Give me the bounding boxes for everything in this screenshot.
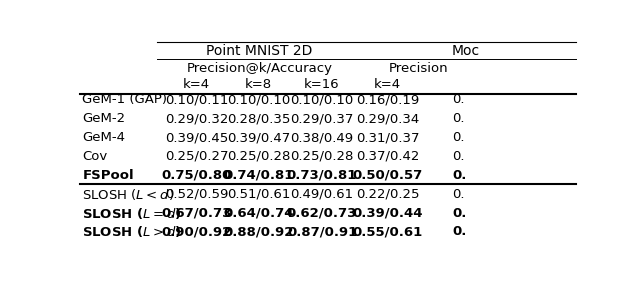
- Text: 0.90/0.92: 0.90/0.92: [161, 225, 232, 238]
- Text: k=16: k=16: [304, 78, 340, 91]
- Text: 0.29/0.34: 0.29/0.34: [356, 112, 419, 125]
- Text: 0.29/0.37: 0.29/0.37: [291, 112, 354, 125]
- Text: 0.25/0.28: 0.25/0.28: [291, 150, 354, 163]
- Text: Point MNIST 2D: Point MNIST 2D: [206, 44, 312, 58]
- Text: SLOSH ($L > d$): SLOSH ($L > d$): [83, 225, 182, 240]
- Text: 0.55/0.61: 0.55/0.61: [353, 225, 422, 238]
- Text: 0.: 0.: [452, 225, 467, 238]
- Text: 0.29/0.32: 0.29/0.32: [165, 112, 228, 125]
- Text: 0.10/0.10: 0.10/0.10: [227, 93, 290, 106]
- Text: 0.: 0.: [452, 131, 465, 144]
- Text: k=4: k=4: [374, 78, 401, 91]
- Text: 0.73/0.81: 0.73/0.81: [287, 169, 357, 182]
- Text: 0.10/0.10: 0.10/0.10: [291, 93, 354, 106]
- Text: 0.39/0.47: 0.39/0.47: [227, 131, 290, 144]
- Text: Precision@k/Accuracy: Precision@k/Accuracy: [186, 62, 332, 75]
- Text: 0.38/0.49: 0.38/0.49: [291, 131, 354, 144]
- Text: 0.49/0.61: 0.49/0.61: [291, 188, 354, 201]
- Text: 0.22/0.25: 0.22/0.25: [356, 188, 419, 201]
- Text: 0.62/0.73: 0.62/0.73: [287, 207, 357, 220]
- Text: 0.: 0.: [452, 112, 465, 125]
- Text: GeM-4: GeM-4: [83, 131, 125, 144]
- Text: FSPool: FSPool: [83, 169, 134, 182]
- Text: 0.37/0.42: 0.37/0.42: [356, 150, 419, 163]
- Text: 0.31/0.37: 0.31/0.37: [356, 131, 419, 144]
- Text: GeM-2: GeM-2: [83, 112, 125, 125]
- Text: 0.25/0.28: 0.25/0.28: [227, 150, 291, 163]
- Text: Cov: Cov: [83, 150, 108, 163]
- Text: 0.25/0.27: 0.25/0.27: [165, 150, 228, 163]
- Text: 0.: 0.: [452, 207, 467, 220]
- Text: SLOSH ($L = d$): SLOSH ($L = d$): [83, 206, 182, 220]
- Text: 0.: 0.: [452, 188, 465, 201]
- Text: 0.39/0.45: 0.39/0.45: [165, 131, 228, 144]
- Text: 0.: 0.: [452, 93, 465, 106]
- Text: 0.10/0.11: 0.10/0.11: [165, 93, 228, 106]
- Text: 0.87/0.91: 0.87/0.91: [287, 225, 357, 238]
- Text: SLOSH ($L < d$): SLOSH ($L < d$): [83, 187, 175, 202]
- Text: 0.: 0.: [452, 150, 465, 163]
- Text: GeM-1 (GAP): GeM-1 (GAP): [83, 93, 168, 106]
- Text: 0.74/0.81: 0.74/0.81: [223, 169, 294, 182]
- Text: 0.88/0.92: 0.88/0.92: [223, 225, 294, 238]
- Text: 0.16/0.19: 0.16/0.19: [356, 93, 419, 106]
- Text: 0.67/0.73: 0.67/0.73: [161, 207, 232, 220]
- Text: k=8: k=8: [245, 78, 272, 91]
- Text: Moc: Moc: [452, 44, 480, 58]
- Text: 0.51/0.61: 0.51/0.61: [227, 188, 291, 201]
- Text: Precision: Precision: [388, 62, 449, 75]
- Text: 0.39/0.44: 0.39/0.44: [352, 207, 423, 220]
- Text: 0.75/0.80: 0.75/0.80: [161, 169, 232, 182]
- Text: 0.: 0.: [452, 169, 467, 182]
- Text: 0.52/0.59: 0.52/0.59: [165, 188, 228, 201]
- Text: 0.64/0.74: 0.64/0.74: [223, 207, 294, 220]
- Text: 0.28/0.35: 0.28/0.35: [227, 112, 291, 125]
- Text: k=4: k=4: [183, 78, 210, 91]
- Text: 0.50/0.57: 0.50/0.57: [353, 169, 422, 182]
